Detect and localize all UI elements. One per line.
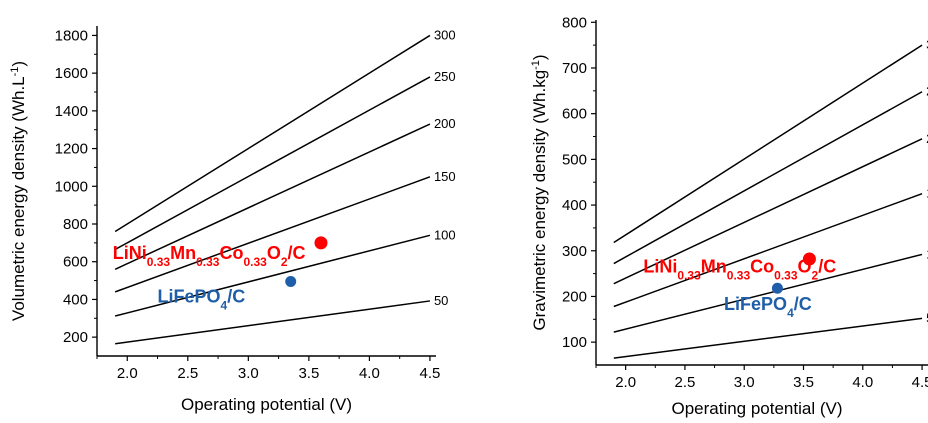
chart1-series-line-300 <box>114 34 431 233</box>
chart2-y-tick-label: 600 <box>562 106 587 123</box>
chart2-y-tick-label: 200 <box>562 288 587 305</box>
chart1-y-tick-label: 600 <box>63 254 88 271</box>
chart2-x-axis-title: Operating potential (V) <box>671 399 842 418</box>
chart1-series-line-250 <box>114 76 431 251</box>
chart2-series-label-250: 250 <box>926 84 928 99</box>
chart-panel-gravimetric: 2.0 2.5 3.0 3.5 4.0 4.5 100 200 300 400 500 600 700 8… <box>530 14 928 418</box>
chart1-point-nmc <box>314 236 328 250</box>
chart2-point-nmc <box>802 252 816 266</box>
chart2-y-tick-label: 100 <box>562 334 587 351</box>
chart2-y-tick-label: 400 <box>562 197 587 214</box>
chart1-x-tick-label: 2.5 <box>177 365 198 382</box>
chart1-y-axis-title: Volumetric energy density (Wh.L-1) <box>9 61 28 321</box>
chart1-series-line-200 <box>114 123 431 270</box>
chart1-y-tick-label: 800 <box>63 216 88 233</box>
chart2-x-tick-label: 2.5 <box>674 374 695 391</box>
chart2-x-tick-label: 3.5 <box>793 374 814 391</box>
chart2-series-line-300 <box>613 44 923 244</box>
chart1-y-tick-label: 400 <box>63 291 88 308</box>
chart1-series-label-250: 250 <box>434 69 456 84</box>
chart2-x-tick-label: 4.0 <box>852 374 873 391</box>
chart1-y-tick-label: 1200 <box>55 141 88 158</box>
chart2-series-line-150 <box>613 192 923 308</box>
chart1-x-tick-label: 3.0 <box>238 365 259 382</box>
chart1-series-label-50: 50 <box>434 293 448 308</box>
chart2-series-label-50: 50 <box>926 310 928 325</box>
chart1-point-lfp <box>285 276 297 288</box>
chart2-series-line-250 <box>613 91 923 265</box>
chart1-y-tick-label: 200 <box>63 329 88 346</box>
chart1-y-tick-label: 1000 <box>55 178 88 195</box>
chart2-series-line-50 <box>613 317 923 359</box>
chart1-series-label-300: 300 <box>434 27 456 42</box>
chart1-y-tick-label: 1800 <box>55 27 88 44</box>
chart1-x-tick-label: 3.5 <box>298 365 319 382</box>
chart1-series-line-50 <box>115 300 431 345</box>
chart2-point-label-nmc: LiNi0.33Mn0.33Co0.33O2/C <box>643 257 836 283</box>
chart1-series-line-150 <box>114 176 431 293</box>
chart2-series-line-100 <box>613 253 923 333</box>
chart2-y-axis-title: Gravimetric energy density (Wh.kg-1) <box>530 54 549 330</box>
chart1-series-label-200: 200 <box>434 116 456 131</box>
chart1-series-label-150: 150 <box>434 169 456 184</box>
chart1-x-axis-title: Operating potential (V) <box>181 395 352 414</box>
chart2-y-tick-label: 700 <box>562 60 587 77</box>
chart2-series-line-200 <box>613 138 923 285</box>
chart1-x-tick-label: 2.0 <box>117 365 138 382</box>
chart1-point-label-lfp: LiFePO4/C <box>158 286 246 312</box>
chart2-y-tick-label: 500 <box>562 151 587 168</box>
chart1-point-label-nmc: LiNi0.33Mn0.33Co0.33O2/C <box>113 243 306 269</box>
chart2-point-lfp <box>771 282 783 294</box>
chart1-x-tick-label: 4.0 <box>359 365 380 382</box>
chart2-x-tick-label: 2.0 <box>615 374 636 391</box>
chart2-y-tick-label: 300 <box>562 243 587 260</box>
chart1-series-label-100: 100 <box>434 227 456 242</box>
chart2-x-tick-label: 4.5 <box>912 374 928 391</box>
chart1-y-tick-label: 1400 <box>55 103 88 120</box>
chart1-y-tick-label: 1600 <box>55 65 88 82</box>
chart2-x-tick-label: 3.0 <box>734 374 755 391</box>
chart2-point-label-lfp: LiFePO4/C <box>724 294 812 320</box>
chart2-series-label-300: 300 <box>926 37 928 52</box>
chart2-y-tick-label: 800 <box>562 14 587 31</box>
chart1-series-line-100 <box>114 234 431 317</box>
chart2-series-label-200: 200 <box>926 131 928 146</box>
chart2-series-label-100: 100 <box>926 246 928 261</box>
chart-panel-volumetric: 2.0 2.5 3.0 3.5 4.0 4.5 200 400 600 800 1000 1200 14… <box>9 26 456 414</box>
chart2-series-label-150: 150 <box>926 186 928 201</box>
chart1-x-tick-label: 4.5 <box>420 365 441 382</box>
